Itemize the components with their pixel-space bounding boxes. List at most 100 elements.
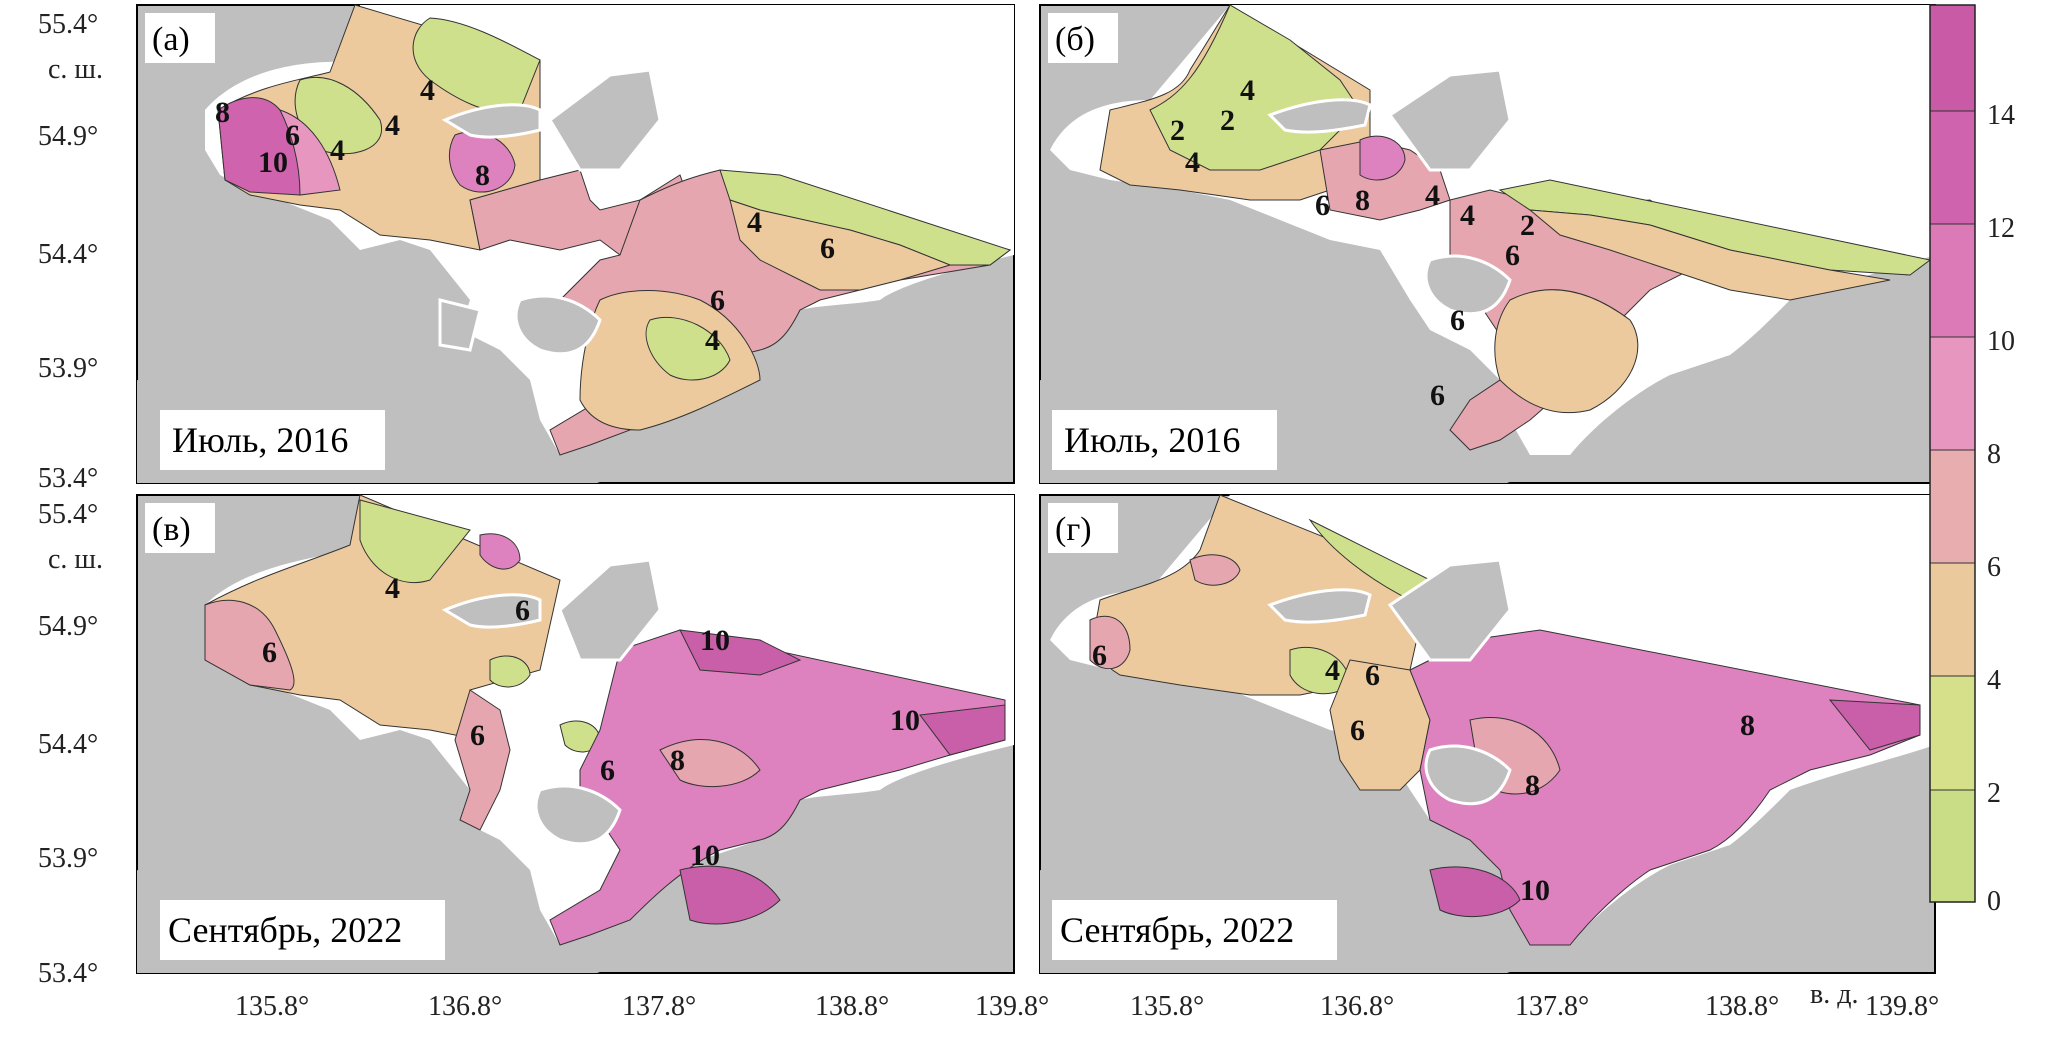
peninsula-east xyxy=(1387,558,1512,662)
colorbar-tick: 12 xyxy=(1987,213,2015,244)
x-tick: 137.8° xyxy=(1515,991,1589,1022)
panel-caption: Сентябрь, 2022 xyxy=(168,910,402,950)
colorbar-tick: 10 xyxy=(1987,326,2015,357)
peninsula-east xyxy=(548,68,662,172)
x-tick: 136.8° xyxy=(428,991,502,1022)
field-pink-blob xyxy=(1189,554,1241,586)
isoline-label: 2 xyxy=(1520,209,1535,242)
colorbar-tick: 6 xyxy=(1987,552,2001,583)
isoline-label: 4 xyxy=(1460,199,1475,232)
isoline-label: 6 xyxy=(285,119,300,152)
field-deep-south xyxy=(679,865,781,925)
isoline-label: 6 xyxy=(515,594,530,627)
x-tick: 139.8° xyxy=(975,991,1049,1022)
island-1 xyxy=(441,103,542,139)
isoline-label: 4 xyxy=(747,206,762,239)
field-green-c xyxy=(489,655,531,688)
field-tan-east xyxy=(729,199,952,291)
map-panel-d: 6 4 6 6 8 8 10 (г) Сентябрь, 2022 xyxy=(1039,494,1936,974)
isoline-label: 2 xyxy=(1170,114,1185,147)
colorbar-band-14 xyxy=(1929,4,1976,112)
isoline-label: 6 xyxy=(820,232,835,265)
isoline-label: 8 xyxy=(1525,769,1540,802)
x-tick: 139.8° xyxy=(1865,991,1939,1022)
panel-label: (а) xyxy=(152,21,190,58)
colorbar-tick: 0 xyxy=(1987,886,2001,917)
isoline-label: 8 xyxy=(1740,709,1755,742)
isoline-label: 10 xyxy=(1520,874,1550,907)
field-magenta-n xyxy=(479,533,521,570)
isoline-label: 8 xyxy=(670,744,685,777)
colorbar-band-4 xyxy=(1929,562,1976,677)
isoline-label: 8 xyxy=(1355,184,1370,217)
isoline-label: 6 xyxy=(1092,639,1107,672)
field-tan-nw xyxy=(1089,494,1431,696)
panel-caption: Июль, 2016 xyxy=(172,420,348,460)
x-tick: 135.8° xyxy=(1130,991,1204,1022)
isoline-label: 6 xyxy=(1315,189,1330,222)
colorbar-tick: 2 xyxy=(1987,778,2001,809)
field-magenta-c xyxy=(1359,135,1406,181)
panel-label: (б) xyxy=(1055,21,1095,58)
field-pink-w xyxy=(204,599,295,691)
isoline-label: 8 xyxy=(215,96,230,129)
island-sakhalin-tip xyxy=(1424,744,1512,806)
colorbar-tick: 14 xyxy=(1987,100,2015,131)
colorbar: 14 12 10 8 6 4 2 0 xyxy=(1929,4,2015,917)
isoline-label: 4 xyxy=(1240,74,1255,107)
field-magenta-east xyxy=(1409,629,1921,946)
island-sakhalin-tip xyxy=(534,784,622,846)
field-green-2 xyxy=(294,76,383,155)
colorbar-band-6 xyxy=(1929,449,1976,564)
isoline-label: 2 xyxy=(1220,104,1235,137)
field-deep-east xyxy=(679,629,802,676)
field-tan-south xyxy=(1494,289,1639,414)
panel-caption: Июль, 2016 xyxy=(1064,420,1240,460)
map-panel-b: 4 2 2 4 6 8 4 4 2 6 6 6 (б) Июль, 2016 xyxy=(1039,4,1936,484)
isoline-label: 6 xyxy=(600,754,615,787)
island-sakhalin-tip xyxy=(1424,254,1512,316)
x-tick: 135.8° xyxy=(235,991,309,1022)
x-tick: 136.8° xyxy=(1320,991,1394,1022)
island-1 xyxy=(1267,588,1372,624)
isoline-label: 4 xyxy=(385,109,400,142)
field-pink-cw xyxy=(454,689,511,831)
x-tick: 138.8° xyxy=(1705,991,1779,1022)
colorbar-band-0 xyxy=(1930,790,1975,902)
isoline-label: 6 xyxy=(1365,659,1380,692)
isoline-label: 6 xyxy=(1450,304,1465,337)
field-magenta-w xyxy=(279,109,341,196)
colorbar-band-8 xyxy=(1929,336,1976,451)
isoline-label: 4 xyxy=(1425,179,1440,212)
island-1 xyxy=(1267,98,1372,134)
map-panel-c: 4 6 6 6 10 10 8 6 10 (в) Сентябрь, 2022 xyxy=(136,494,1015,974)
isoline-label: 6 xyxy=(1505,239,1520,272)
island-sakhalin-tip xyxy=(514,294,602,356)
isoline-label: 4 xyxy=(330,134,345,167)
panel-label: (в) xyxy=(152,511,191,548)
isoline-label: 4 xyxy=(705,324,720,357)
isoline-label: 6 xyxy=(262,636,277,669)
isoline-label: 8 xyxy=(475,159,490,192)
colorbar-band-10 xyxy=(1929,223,1976,338)
colorbar-band-2 xyxy=(1929,675,1976,791)
isoline-label: 4 xyxy=(420,74,435,107)
isoline-label: 6 xyxy=(470,719,485,752)
field-deep-east xyxy=(1828,699,1921,751)
island-1 xyxy=(441,593,542,629)
isoline-label: 6 xyxy=(1350,714,1365,747)
field-green-south xyxy=(645,316,731,381)
colorbar-tick: 4 xyxy=(1987,665,2001,696)
field-green-n xyxy=(359,499,471,584)
panel-caption: Сентябрь, 2022 xyxy=(1060,910,1294,950)
x-tick: 138.8° xyxy=(815,991,889,1022)
peninsula-east xyxy=(558,558,662,662)
isoline-label: 6 xyxy=(710,284,725,317)
isoline-label: 10 xyxy=(690,839,720,872)
isoline-label: 10 xyxy=(258,146,288,179)
peninsula-east xyxy=(1387,68,1512,172)
panel-label: (г) xyxy=(1055,511,1092,548)
x-tick: 137.8° xyxy=(622,991,696,1022)
colorbar-tick: 8 xyxy=(1987,439,2001,470)
colorbar-band-12 xyxy=(1929,110,1976,225)
